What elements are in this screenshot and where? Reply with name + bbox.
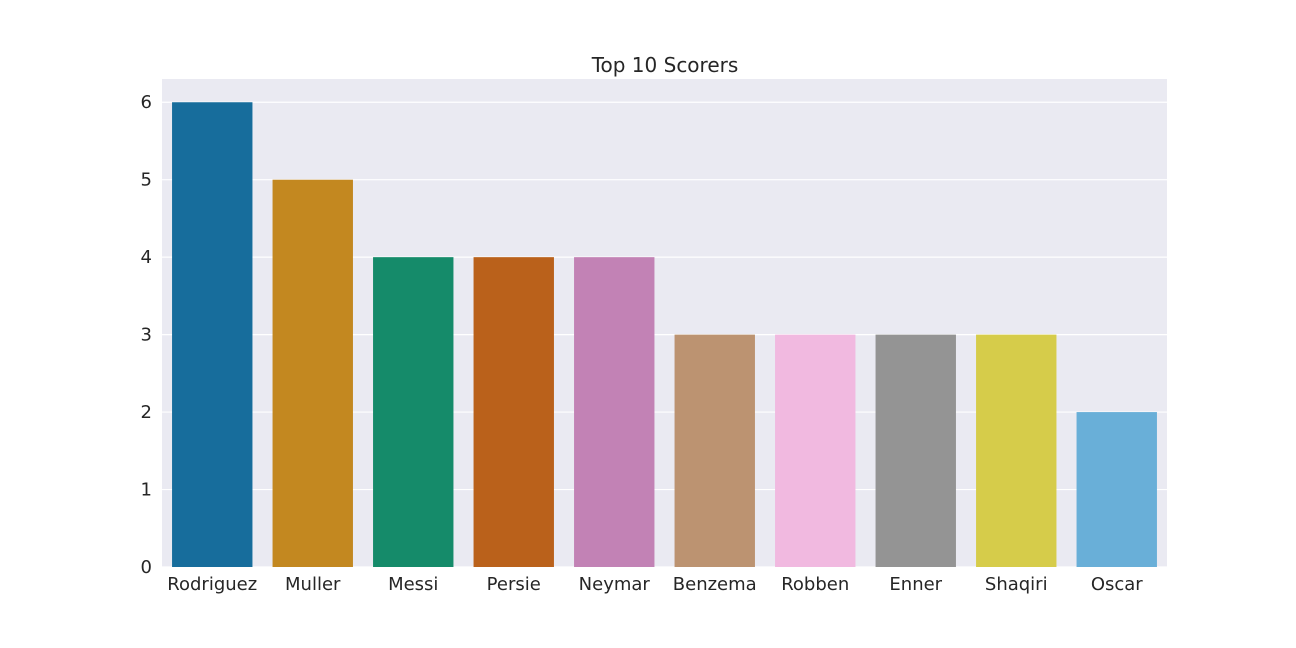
bar-shaqiri [976, 334, 1057, 567]
y-tick-label: 5 [141, 170, 152, 191]
y-tick-label: 3 [141, 325, 152, 346]
x-axis-ticks: Rodriguez Muller Messi Persie Neymar Benzema R… [167, 574, 1143, 595]
y-tick-label: 0 [141, 557, 152, 578]
bar-persie [473, 257, 554, 567]
bar-oscar [1076, 412, 1157, 567]
y-tick-label: 6 [141, 92, 152, 113]
y-tick-label: 2 [141, 402, 152, 423]
bar-robben [775, 334, 856, 567]
bar-messi [373, 257, 454, 567]
x-tick-label: Rodriguez [167, 574, 257, 595]
x-tick-label: Benzema [673, 574, 757, 595]
y-axis-ticks: 0 1 2 3 4 5 6 [141, 92, 152, 578]
bar-enner [875, 334, 956, 567]
x-tick-label: Neymar [579, 574, 651, 595]
bar-neymar [574, 257, 655, 567]
bars [172, 102, 1157, 567]
x-tick-label: Oscar [1091, 574, 1143, 595]
chart-title: Top 10 Scorers [591, 53, 739, 77]
bar-rodriguez [172, 102, 253, 567]
y-tick-label: 1 [141, 480, 152, 501]
x-tick-label: Shaqiri [985, 574, 1048, 595]
x-tick-label: Messi [388, 574, 438, 595]
bar-muller [272, 179, 353, 567]
x-tick-label: Robben [781, 574, 849, 595]
x-tick-label: Muller [285, 574, 341, 595]
y-tick-label: 4 [141, 247, 152, 268]
x-tick-label: Enner [889, 574, 942, 595]
bar-benzema [674, 334, 755, 567]
x-tick-label: Persie [487, 574, 541, 595]
